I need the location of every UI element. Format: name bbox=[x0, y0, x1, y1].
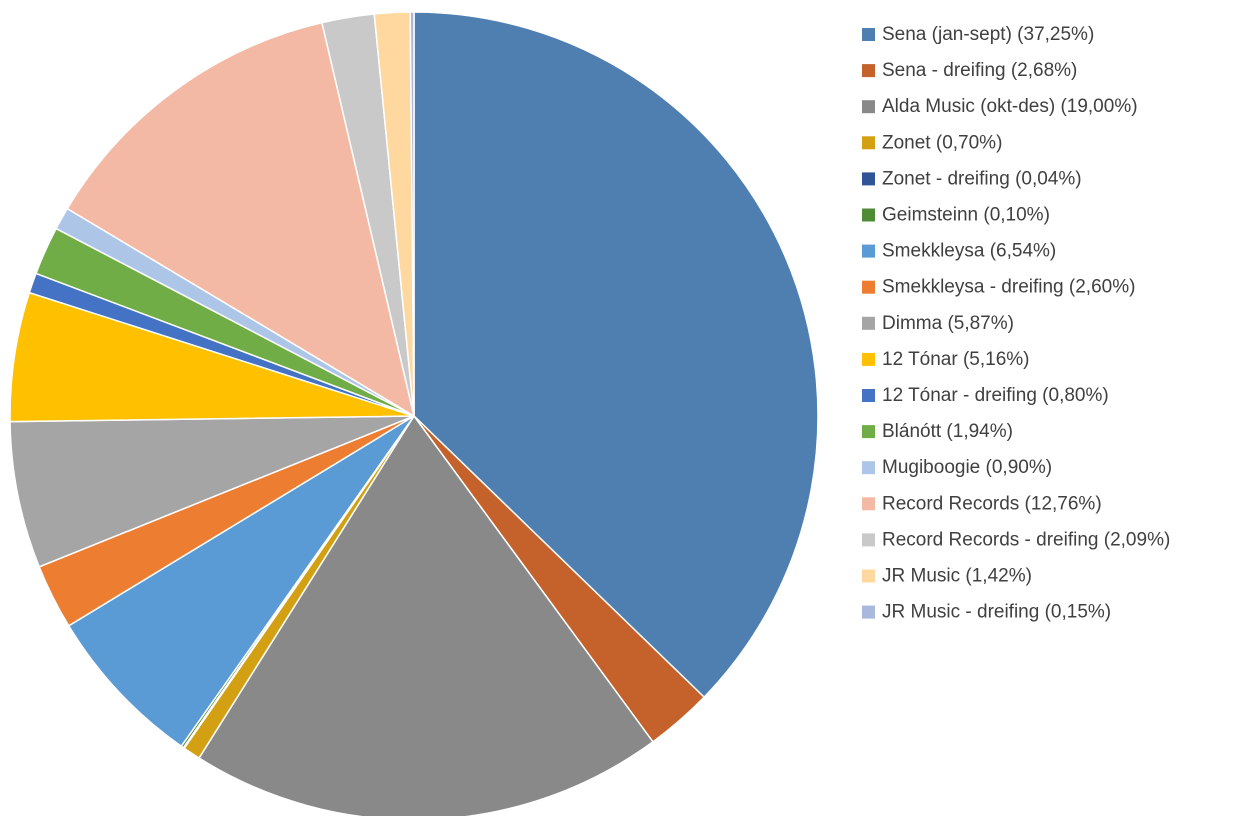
legend-label: Mugiboogie (0,90%) bbox=[882, 457, 1052, 478]
legend-label: Sena - dreifing (2,68%) bbox=[882, 60, 1077, 81]
legend-swatch bbox=[862, 64, 875, 78]
legend-label: Smekkleysa - dreifing (2,60%) bbox=[882, 277, 1135, 298]
legend-label: Zonet - dreifing (0,04%) bbox=[882, 168, 1082, 189]
pie-slice bbox=[197, 414, 654, 816]
legend-label: Record Records (12,76%) bbox=[882, 493, 1102, 514]
legend-label: Geimsteinn (0,10%) bbox=[882, 205, 1050, 226]
legend-label: 12 Tónar - dreifing (0,80%) bbox=[882, 385, 1109, 406]
legend-swatch bbox=[862, 172, 875, 186]
legend-swatch bbox=[862, 605, 875, 619]
legend-label: Dimma (5,87%) bbox=[882, 313, 1014, 334]
legend-swatch bbox=[862, 389, 875, 402]
legend-swatch bbox=[862, 533, 875, 547]
legend-swatch bbox=[862, 208, 875, 222]
legend-label: 12 Tónar (5,16%) bbox=[882, 349, 1030, 370]
legend-swatch bbox=[862, 244, 875, 258]
pie-slice bbox=[409, 11, 415, 417]
legend-swatch bbox=[862, 461, 875, 475]
legend-swatch bbox=[862, 28, 875, 41]
legend-swatch bbox=[862, 136, 875, 150]
legend-swatch bbox=[862, 425, 875, 439]
legend-label: Alda Music (okt-des) (19,00%) bbox=[882, 96, 1138, 117]
legend-swatch bbox=[862, 569, 875, 583]
legend-label: Zonet (0,70%) bbox=[882, 132, 1002, 153]
pie-slice bbox=[67, 415, 415, 748]
legend-swatch bbox=[862, 352, 875, 366]
legend-label: Blánótt (1,94%) bbox=[882, 421, 1013, 442]
legend-label: JR Music - dreifing (0,15%) bbox=[882, 602, 1111, 623]
legend-swatch bbox=[862, 280, 875, 294]
legend-swatch bbox=[862, 100, 875, 114]
pie-slice bbox=[66, 21, 416, 418]
legend-label: JR Music (1,42%) bbox=[882, 566, 1032, 587]
legend-label: Record Records - dreifing (2,09%) bbox=[882, 529, 1170, 550]
pie-slice bbox=[9, 415, 415, 568]
legend-swatch bbox=[862, 497, 875, 511]
legend-label: Sena (jan-sept) (37,25%) bbox=[882, 24, 1094, 45]
pie-slice bbox=[413, 11, 819, 699]
legend-label: Smekkleysa (6,54%) bbox=[882, 241, 1056, 262]
legend-swatch bbox=[862, 316, 875, 330]
